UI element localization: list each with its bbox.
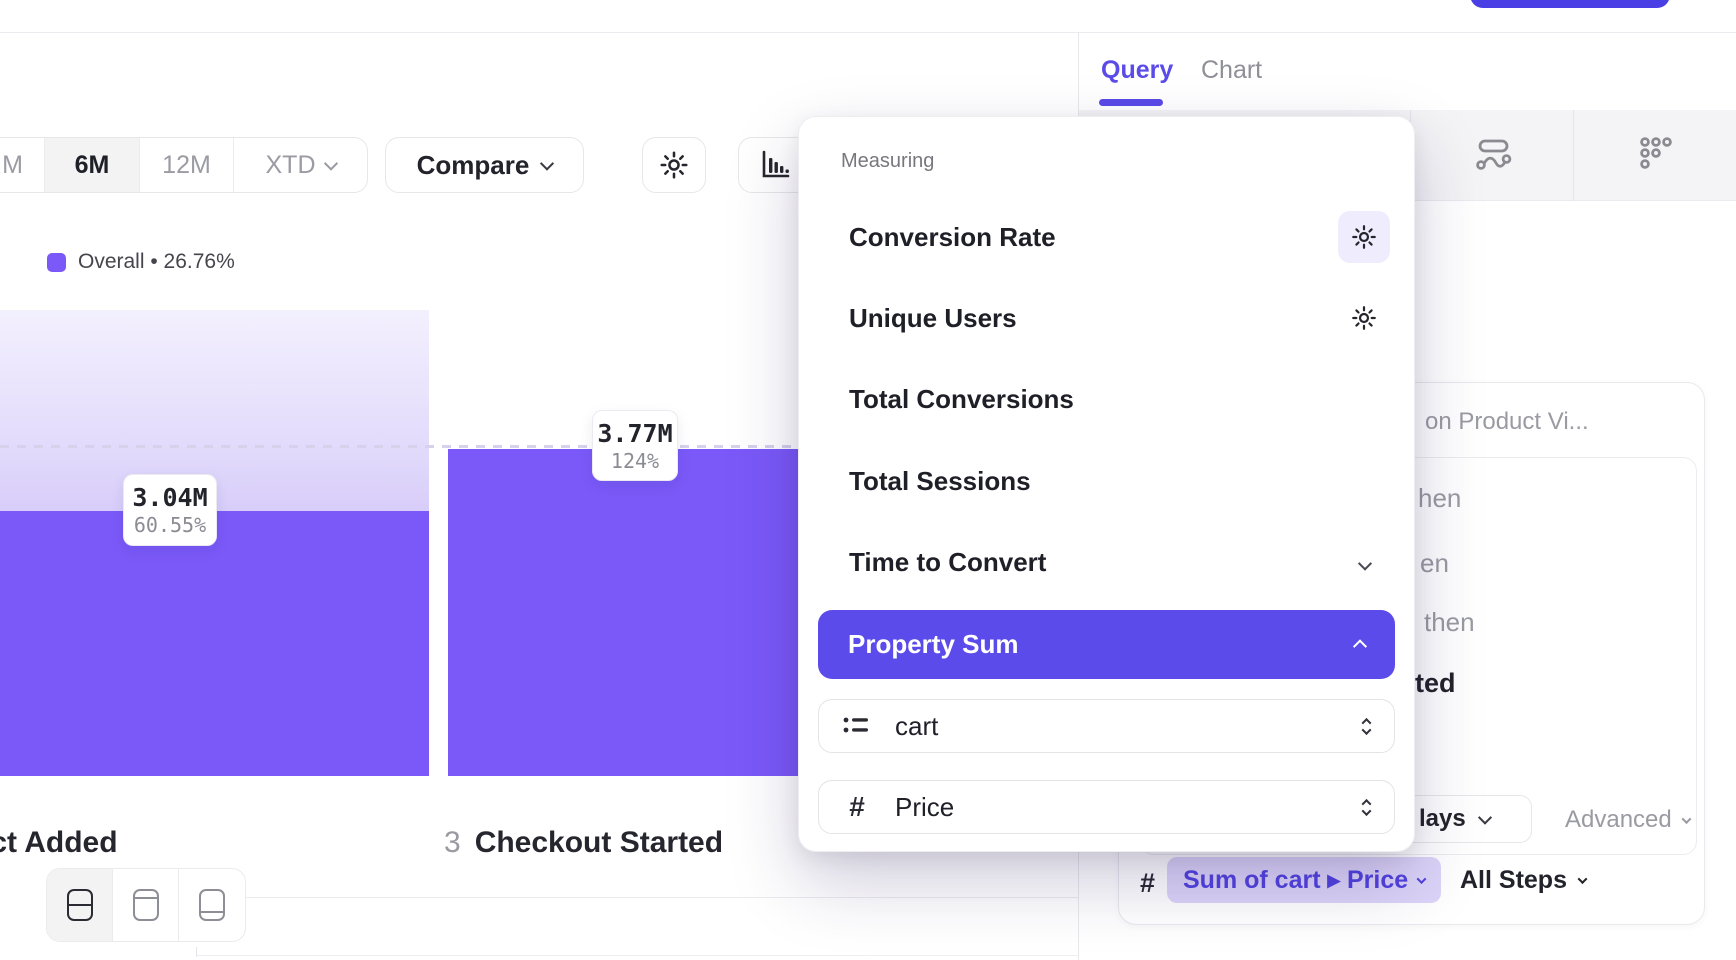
comparison-dashed-guide	[0, 445, 798, 448]
time-range-segmented-control: M 6M 12M XTD	[0, 137, 368, 193]
funnel-chart-icon	[758, 148, 792, 182]
dots-grid-icon	[1637, 135, 1677, 175]
chevron-down-icon	[1681, 813, 1692, 824]
property-event-select[interactable]: cart	[818, 699, 1395, 753]
time-range-xtd[interactable]: XTD	[234, 138, 367, 192]
tab-chart[interactable]: Chart	[1201, 56, 1262, 85]
time-range-label: 12M	[162, 150, 211, 179]
property-select[interactable]: # Price	[818, 780, 1395, 834]
chevron-down-icon	[323, 156, 338, 171]
step-row-fragment: then	[1424, 607, 1475, 637]
gear-icon	[1350, 223, 1378, 251]
menu-item-unique-users[interactable]: Unique Users	[849, 292, 1017, 344]
menu-item-label: Total Conversions	[849, 383, 1074, 414]
layout-toggle-rows-split[interactable]	[47, 869, 113, 941]
active-tab-underline	[1099, 99, 1163, 106]
rows-split-icon	[66, 889, 93, 921]
conversion-rate-settings-button[interactable]	[1338, 211, 1390, 263]
step-name: Checkout Started	[474, 826, 724, 859]
sum-chip-label: Sum of cart ▸ Price	[1183, 866, 1409, 894]
header-top-icon	[132, 889, 159, 921]
chevron-down-icon	[1357, 556, 1373, 575]
flows-icon	[1472, 134, 1514, 176]
chart-legend: Overall • 26.76%	[47, 250, 235, 274]
tab-label: Query	[1101, 56, 1174, 84]
step-row-fragment: en	[1420, 548, 1449, 578]
tab-label: Chart	[1201, 56, 1263, 84]
legend-swatch	[47, 252, 66, 272]
time-range-6m[interactable]: 6M	[45, 138, 140, 192]
layout-toggle-footer-bottom[interactable]	[179, 869, 245, 941]
chart-settings-button[interactable]	[642, 137, 706, 193]
gear-icon	[658, 149, 690, 181]
time-range-label: 6M	[74, 150, 110, 179]
legend-label: Overall • 26.76%	[78, 250, 235, 273]
menu-item-total-conversions[interactable]: Total Conversions	[849, 373, 1074, 425]
select-stepper-icon	[1361, 717, 1372, 735]
compare-label: Compare	[416, 149, 530, 180]
step-label-checkout-started: 3 Checkout Started	[444, 826, 723, 860]
time-range-12m[interactable]: 12M	[140, 138, 234, 192]
chevron-down-icon	[1577, 874, 1588, 885]
advanced-label: Advanced	[1565, 806, 1672, 833]
step-row-fragment-active: ted	[1415, 668, 1456, 698]
flows-chart-button[interactable]	[1467, 129, 1519, 181]
unique-users-settings-button[interactable]	[1338, 292, 1390, 344]
breakdown-grid-button[interactable]	[1631, 129, 1683, 181]
list-icon	[843, 714, 871, 738]
time-range-label: XTD	[265, 150, 316, 179]
footer-bottom-icon	[199, 889, 225, 921]
menu-item-time-to-convert[interactable]: Time to Convert	[849, 536, 1046, 588]
bar-conversion: 60.55%	[133, 513, 207, 537]
chevron-down-icon	[540, 156, 555, 171]
select-stepper-icon	[1361, 798, 1372, 816]
measuring-header: Measuring	[841, 150, 935, 172]
menu-item-label: Property Sum	[848, 629, 1019, 659]
step-row-fragment: hen	[1418, 483, 1462, 513]
tab-query[interactable]: Query	[1101, 56, 1173, 85]
menu-item-label: Time to Convert	[849, 546, 1047, 577]
hash-icon: #	[1140, 868, 1156, 898]
bar-value: 3.04M	[132, 483, 208, 512]
scroll-edge-divider	[196, 955, 1078, 956]
scroll-edge-tick	[196, 947, 197, 957]
menu-item-total-sessions[interactable]: Total Sessions	[849, 455, 1031, 507]
all-steps-label: All Steps	[1460, 866, 1567, 894]
chevron-up-icon	[1352, 638, 1368, 653]
step-name: Product Added	[0, 826, 118, 859]
menu-item-property-sum-selected[interactable]: Property Sum	[818, 610, 1395, 679]
chart-footer-divider	[244, 897, 1078, 898]
funnel-layout-toggle-group	[46, 868, 246, 942]
property-value: Price	[895, 791, 955, 822]
gear-icon	[1350, 304, 1378, 332]
topbar-divider	[0, 32, 1736, 33]
sum-of-cart-price-chip[interactable]: Sum of cart ▸ Price	[1167, 857, 1442, 903]
chevron-down-icon	[1416, 873, 1427, 884]
conversion-window-label: lays	[1419, 805, 1466, 832]
time-range-1m[interactable]: M	[0, 138, 45, 192]
menu-item-label: Total Sessions	[849, 465, 1031, 496]
compare-button[interactable]: Compare	[385, 137, 584, 193]
hash-icon: #	[849, 791, 865, 822]
step-index: 3	[444, 826, 461, 859]
chevron-down-icon	[1477, 810, 1492, 825]
time-range-label: M	[2, 150, 23, 179]
funnel-bar-product-added[interactable]	[0, 511, 429, 776]
layout-toggle-header-top[interactable]	[113, 869, 179, 941]
advanced-button[interactable]: Advanced	[1565, 806, 1692, 834]
toolbar-cell-divider	[1573, 110, 1574, 201]
value-tooltip-product-added: 3.04M 60.55%	[123, 474, 217, 546]
menu-item-conversion-rate[interactable]: Conversion Rate	[849, 211, 1056, 263]
bar-conversion: 124%	[610, 448, 660, 473]
all-steps-dropdown[interactable]: All Steps	[1460, 866, 1588, 895]
step-label-product-added: 2 Product Added	[0, 826, 118, 860]
value-tooltip-checkout-started: 3.77M 124%	[592, 410, 678, 481]
menu-item-label: Conversion Rate	[849, 221, 1056, 252]
primary-action-button[interactable]	[1470, 0, 1670, 8]
menu-item-label: Unique Users	[849, 302, 1017, 333]
property-event-value: cart	[895, 710, 939, 741]
holding-constant-header: on Product Vi...	[1425, 408, 1589, 435]
bar-value: 3.77M	[597, 418, 673, 448]
